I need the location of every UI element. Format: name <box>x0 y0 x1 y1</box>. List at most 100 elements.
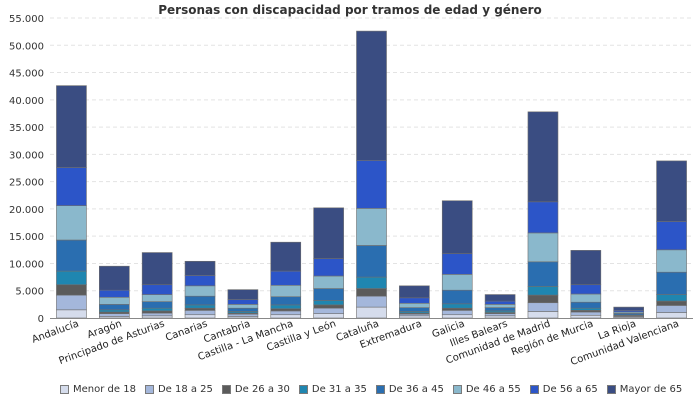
y-tick-label: 20.000 <box>9 205 44 216</box>
bar-segment <box>270 284 302 298</box>
bar-segment <box>399 285 430 299</box>
bar-segment <box>356 288 387 297</box>
bar-segment <box>527 286 559 296</box>
bar-segment <box>484 300 516 305</box>
legend-swatch <box>221 384 231 394</box>
bar-segment <box>441 303 473 309</box>
bar-segment <box>356 30 387 161</box>
bar-segment <box>656 300 687 306</box>
bar-segment <box>527 294 559 304</box>
legend-item: De 31 a 35 <box>298 383 367 395</box>
bar-segment <box>356 276 387 289</box>
legend-label: Mayor de 65 <box>619 383 683 395</box>
legend-swatch <box>375 384 385 394</box>
bar-segment <box>570 314 602 319</box>
bar-segment <box>570 293 602 303</box>
bar-segment <box>313 258 344 277</box>
bar-segment <box>356 245 387 278</box>
bar-segment <box>484 315 516 319</box>
bar-segment <box>99 309 130 313</box>
y-tick-label: 40.000 <box>9 96 44 107</box>
bar-segment <box>441 310 473 316</box>
bar-segment <box>570 311 602 316</box>
bar-segment <box>399 297 430 304</box>
bar-segment <box>527 232 559 263</box>
legend-item: De 56 a 65 <box>529 383 598 395</box>
bar-segment <box>527 311 559 319</box>
bar-segment <box>656 249 687 273</box>
bar-segment <box>484 294 516 302</box>
bar-segment <box>184 307 216 311</box>
legend-item: De 46 a 55 <box>452 384 521 395</box>
bar-segment <box>141 310 173 314</box>
bar-segment <box>99 265 130 291</box>
legend-item: De 26 a 30 <box>221 384 290 395</box>
legend-label: De 31 a 35 <box>311 383 367 395</box>
bar-segment <box>270 310 302 316</box>
bar-segment <box>441 253 473 275</box>
bar-segment <box>141 312 173 317</box>
bar-segment <box>399 315 430 319</box>
bar-segment <box>356 160 387 209</box>
bar-segment <box>527 302 559 312</box>
bar-segment <box>441 289 473 305</box>
bar-segment <box>99 296 130 305</box>
bar-segment <box>141 315 173 319</box>
bar-segment <box>613 306 645 311</box>
y-axis-ticks: 0 5.000 10.000 15.000 20.000 25.000 30.000 35.0… <box>9 14 44 325</box>
legend-label: De 56 a 65 <box>542 383 598 395</box>
bar-segment <box>441 314 473 319</box>
bar-segment <box>99 289 130 298</box>
bar-segment <box>184 304 216 309</box>
bar-segment <box>141 294 173 302</box>
bar-segment <box>484 307 516 312</box>
y-tick-label: 55.000 <box>9 14 44 25</box>
bar-segment <box>270 304 302 310</box>
bar-segment <box>570 301 602 309</box>
bar-segment <box>184 314 216 319</box>
bars <box>56 30 687 319</box>
x-tick-label: Canarias <box>164 318 209 343</box>
bar-segment <box>184 275 216 287</box>
bar-segment <box>356 306 387 319</box>
bar-segment <box>527 111 559 203</box>
legend-label: De 36 a 45 <box>388 383 444 395</box>
bar-segment <box>570 307 602 311</box>
bar-segment <box>313 207 344 259</box>
y-tick-label: 50.000 <box>9 41 44 52</box>
bar-segment <box>270 241 302 272</box>
bar-segment <box>656 160 687 222</box>
bar-segment <box>184 310 216 316</box>
bar-segment <box>656 221 687 251</box>
bar-segment <box>527 261 559 287</box>
y-tick-label: 10.000 <box>9 259 44 270</box>
legend-label: De 18 a 25 <box>157 383 213 395</box>
bar-segment <box>484 304 516 308</box>
bar-segment <box>99 304 130 311</box>
bar-segment <box>570 284 602 295</box>
bar-segment <box>399 307 430 312</box>
bar-segment <box>227 289 259 300</box>
legend-item: Mayor de 65 <box>606 383 683 395</box>
bar-segment <box>656 271 687 295</box>
bar-segment <box>56 205 87 241</box>
legend-swatch <box>529 384 539 394</box>
bar-segment <box>313 288 344 301</box>
bar-segment <box>313 313 344 319</box>
legend-item: De 18 a 25 <box>144 383 213 395</box>
y-tick-label: 25.000 <box>9 178 44 189</box>
bar-segment <box>484 313 516 317</box>
bar-segment <box>656 294 687 302</box>
bar-segment <box>270 296 302 306</box>
y-tick-label: 5.000 <box>15 287 44 298</box>
legend-swatch <box>452 384 462 394</box>
bar-segment <box>270 308 302 312</box>
bar-segment <box>270 314 302 319</box>
bar-segment <box>184 260 216 276</box>
bar-segment <box>656 305 687 313</box>
bar-segment <box>313 300 344 306</box>
bar-segment <box>227 313 259 317</box>
bar-segment <box>227 304 259 309</box>
bar-segment <box>441 307 473 311</box>
